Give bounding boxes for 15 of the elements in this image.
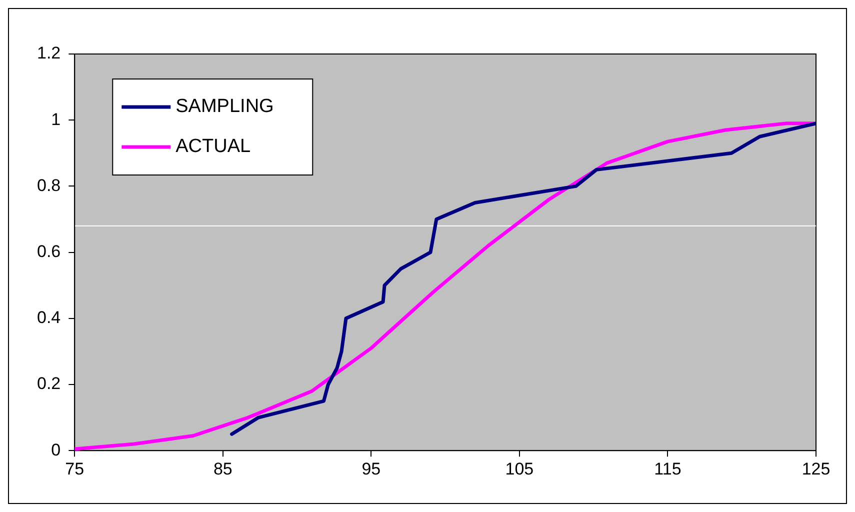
x-tick-label: 95 xyxy=(362,459,381,478)
y-tick-label: 1.2 xyxy=(36,44,61,63)
y-tick-label: 0 xyxy=(51,440,61,460)
y-tick-label: 1 xyxy=(51,110,61,129)
x-tick-label: 75 xyxy=(65,459,84,478)
x-tick-label: 125 xyxy=(802,459,830,478)
x-tick-label: 85 xyxy=(213,459,232,478)
y-tick-label: 0.8 xyxy=(36,176,61,195)
y-tick-label: 0.2 xyxy=(36,374,61,394)
x-tick-label: 115 xyxy=(654,459,682,478)
y-tick-label: 0.4 xyxy=(36,308,61,328)
legend-label: SAMPLING xyxy=(176,96,274,118)
x-tick-label: 105 xyxy=(505,459,534,478)
legend-label: ACTUAL xyxy=(176,136,251,158)
y-tick-label: 0.6 xyxy=(36,242,61,261)
